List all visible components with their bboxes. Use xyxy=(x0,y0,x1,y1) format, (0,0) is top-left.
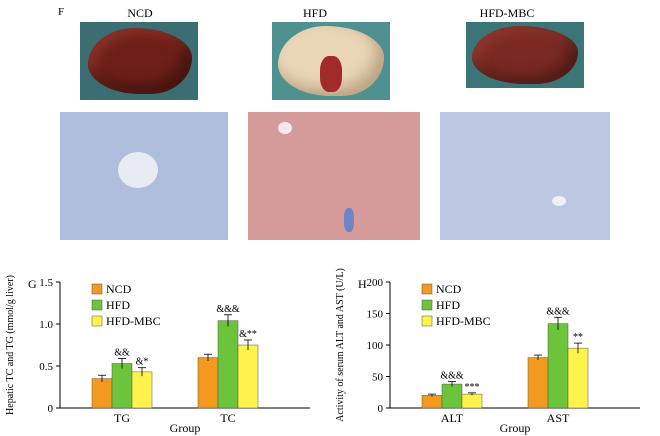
chart-g: G 0 0.5 1.0 1.5 Hepatic TC and TG (mmol/g liv… xyxy=(5,275,310,435)
hfd-mbc-liver-photo xyxy=(466,22,584,88)
chart-h-significance-label: &&& xyxy=(546,306,570,317)
chart-h-bar xyxy=(567,347,589,409)
chart-h-significance-label: *** xyxy=(465,382,480,393)
chart-g-significance-label: && xyxy=(114,347,130,358)
chart-h-y-tick-label: 50 xyxy=(372,372,384,384)
chart-g-legend-label: HFD-MBC xyxy=(106,314,161,328)
group-label-ncd: NCD xyxy=(127,6,153,20)
chart-g-bar xyxy=(237,344,259,409)
chart-g-bar xyxy=(111,363,133,409)
chart-h-legend-label: NCD xyxy=(436,282,462,296)
chart-h-x-axis-title: Group xyxy=(500,421,531,435)
chart-h-legend-label: HFD-MBC xyxy=(436,314,491,328)
chart-g-legend-label: HFD xyxy=(106,298,130,312)
chart-g-y-tick-label: 0.5 xyxy=(39,361,53,373)
chart-h-legend-label: HFD xyxy=(436,298,460,312)
chart-h-y-tick-label: 200 xyxy=(367,277,384,289)
chart-g-significance-label: &&& xyxy=(216,304,240,315)
chart-h-y-tick-label: 100 xyxy=(367,340,384,352)
chart-h-significance-label: &&& xyxy=(440,371,464,382)
chart-g-x-axis-title: Group xyxy=(170,421,201,435)
chart-g-y-tick-label: 1.5 xyxy=(39,277,53,289)
chart-g-category-label: TC xyxy=(220,411,235,425)
chart-g-legend-swatch xyxy=(91,299,103,311)
chart-g-significance-label: &** xyxy=(239,329,257,340)
chart-h: H 0 50 100 150 200 Activity of serum ALT and A… xyxy=(335,268,640,435)
chart-g-bar xyxy=(131,371,153,409)
chart-h-legend-swatch xyxy=(421,283,433,295)
chart-g-bar xyxy=(217,320,239,409)
chart-h-bar xyxy=(421,395,443,409)
hfd-liver-photo xyxy=(272,22,390,100)
chart-h-bar xyxy=(547,323,569,409)
chart-h-y-axis-title: Activity of serum ALT and AST (U/L) xyxy=(335,268,346,422)
hfd-histology-image xyxy=(248,112,420,240)
panel-g-letter: G xyxy=(28,277,37,291)
chart-h-bar xyxy=(441,383,463,409)
chart-g-legend-swatch xyxy=(91,283,103,295)
group-label-hfd: HFD xyxy=(302,6,327,20)
chart-g-y-tick-label: 1.0 xyxy=(39,319,53,331)
chart-g-y-axis-title: Hepatic TC and TG (mmol/g liver) xyxy=(5,275,16,415)
chart-h-category-label: ALT xyxy=(441,411,464,425)
chart-g-y-tick-label: 0 xyxy=(48,403,54,415)
chart-h-y-tick-label: 0 xyxy=(378,403,384,415)
chart-h-legend-swatch xyxy=(421,315,433,327)
chart-g-legend-label: NCD xyxy=(106,282,132,296)
chart-h-legend-swatch xyxy=(421,299,433,311)
ncd-liver-photo xyxy=(80,22,198,100)
hfd-mbc-histology-image xyxy=(440,112,610,240)
chart-h-bar xyxy=(527,357,549,409)
chart-g-bar xyxy=(197,357,219,409)
chart-h-y-tick-label: 150 xyxy=(367,309,384,321)
panel-h-letter: H xyxy=(358,277,367,291)
chart-g-category-label: TG xyxy=(114,411,130,425)
chart-h-significance-label: ** xyxy=(573,332,583,343)
group-label-hfd-mbc: HFD-MBC xyxy=(479,6,535,20)
panel-f-letter: F xyxy=(58,6,65,18)
chart-h-category-label: AST xyxy=(547,411,570,425)
ncd-histology-image xyxy=(60,112,228,240)
chart-g-legend-swatch xyxy=(91,315,103,327)
chart-h-bar xyxy=(461,393,483,409)
chart-g-bar xyxy=(91,378,113,409)
chart-g-significance-label: &* xyxy=(136,357,149,368)
